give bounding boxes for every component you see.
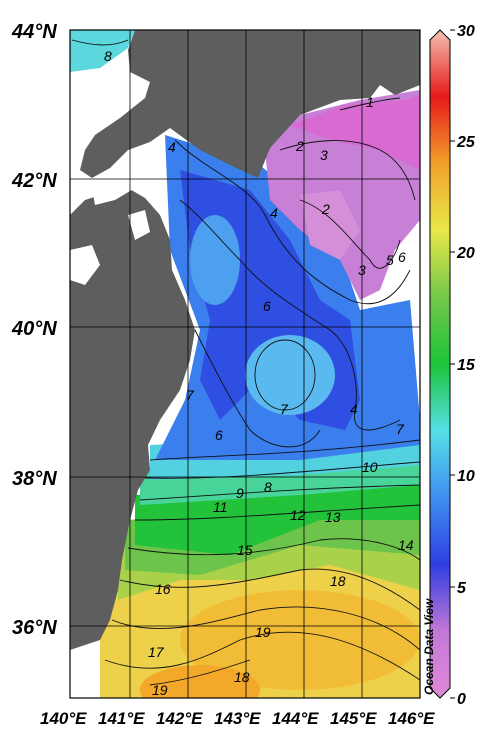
warm-core-20 — [140, 665, 260, 698]
contour-label: 6 — [263, 298, 271, 314]
contour-label: 19 — [255, 624, 271, 640]
south-white — [70, 660, 100, 698]
lat-label: 36°N — [12, 617, 57, 639]
colorbar-tick-label: 15 — [457, 357, 476, 374]
contour-label: 7 — [396, 421, 405, 437]
contour-4 — [174, 139, 411, 305]
ocean-data-view-watermark: Ocean Data View — [422, 598, 436, 695]
contour-11 — [139, 484, 420, 501]
contour-label: 12 — [290, 507, 306, 523]
lat-label: 42°N — [11, 170, 57, 192]
lat-label: 44°N — [11, 21, 57, 43]
contour-label: 16 — [155, 581, 171, 597]
colorbar-ticks — [450, 29, 455, 699]
lat-label: 40°N — [11, 318, 57, 340]
contour-label: 17 — [148, 644, 165, 660]
colorbar-tick-label: 10 — [457, 468, 475, 485]
map-plot-area: 8 1 2 3 2 3 5 6 4 4 6 7 7 6 4 7 10 9 8 1… — [70, 30, 420, 698]
contour-label: 2 — [321, 201, 330, 217]
contour-label: 7 — [280, 401, 289, 417]
contour-7 — [194, 329, 321, 448]
contour-label: 9 — [236, 485, 244, 501]
contour-label: 13 — [325, 509, 341, 525]
warm-eddy — [245, 335, 335, 415]
contour-3 — [299, 199, 401, 269]
contour-label: 14 — [398, 537, 414, 553]
contour-label: 15 — [237, 542, 253, 558]
band-1 — [290, 95, 420, 170]
mutsu-bay — [128, 210, 150, 240]
contour-label: 2 — [295, 138, 304, 154]
contour-8 — [149, 439, 420, 461]
contour-10 — [144, 461, 420, 479]
contour-6 — [179, 199, 401, 431]
graticule — [70, 30, 420, 698]
lon-label: 146°E — [388, 709, 435, 728]
contour-label: 8 — [104, 48, 112, 64]
colorbar-bar — [429, 29, 451, 699]
colorbar-tick-label: 0 — [457, 691, 466, 708]
colorbar-tick-label: 25 — [456, 134, 476, 151]
sea-of-japan-patch — [70, 245, 100, 285]
contour-8-north — [71, 39, 129, 46]
honshu — [70, 188, 195, 650]
contour-label: 4 — [270, 205, 278, 221]
contour-15 — [127, 538, 420, 561]
contour-label: 4 — [350, 401, 358, 417]
kuril-coast — [370, 30, 420, 78]
colorbar-tick-label: 5 — [457, 580, 467, 597]
contour-label: 7 — [186, 387, 195, 403]
contour-label: 1 — [366, 94, 374, 110]
lon-label: 144°E — [272, 709, 319, 728]
contour-16 — [119, 568, 420, 611]
contour-label-group: 8 1 2 3 2 3 5 6 4 4 6 7 7 6 4 7 10 9 8 1… — [104, 48, 414, 698]
contour-label: 18 — [234, 669, 250, 685]
contour-label: 5 — [386, 252, 394, 268]
contour-label: 3 — [320, 147, 328, 163]
eddy-west — [190, 215, 240, 305]
band-8-north — [70, 30, 135, 72]
lat-axis: 44°N 42°N 40°N 38°N 36°N — [11, 21, 57, 639]
lat-label: 38°N — [12, 468, 57, 490]
lon-axis: 140°E 141°E 142°E 143°E 144°E 145°E 146°… — [40, 709, 435, 728]
contour-18 — [104, 631, 420, 681]
lon-label: 145°E — [330, 709, 377, 728]
colorbar: 30 25 20 15 10 5 0 — [429, 23, 476, 708]
contour-label: 4 — [168, 139, 176, 155]
contour-label: 19 — [152, 682, 168, 698]
contour-label: 6 — [215, 427, 223, 443]
map-frame — [69, 29, 421, 699]
lon-label: 143°E — [214, 709, 261, 728]
contour-1 — [339, 97, 401, 111]
contour-label: 18 — [330, 573, 346, 589]
contour-lines — [71, 39, 420, 686]
contour-17 — [111, 606, 420, 651]
contour-13 — [134, 504, 420, 521]
lon-label: 140°E — [40, 709, 87, 728]
contour-19 — [149, 659, 251, 686]
lon-label: 142°E — [156, 709, 203, 728]
contour-7-eddy — [254, 339, 316, 411]
colorbar-tick-label: 30 — [457, 23, 475, 40]
hokkaido — [80, 30, 420, 178]
lon-label: 141°E — [98, 709, 145, 728]
contour-label: 8 — [264, 479, 272, 495]
contour-label: 10 — [362, 459, 378, 475]
contour-label: 6 — [398, 249, 406, 265]
contour-2 — [279, 140, 416, 201]
colorbar-tick-label: 20 — [456, 245, 475, 262]
contour-label: 11 — [213, 499, 228, 515]
